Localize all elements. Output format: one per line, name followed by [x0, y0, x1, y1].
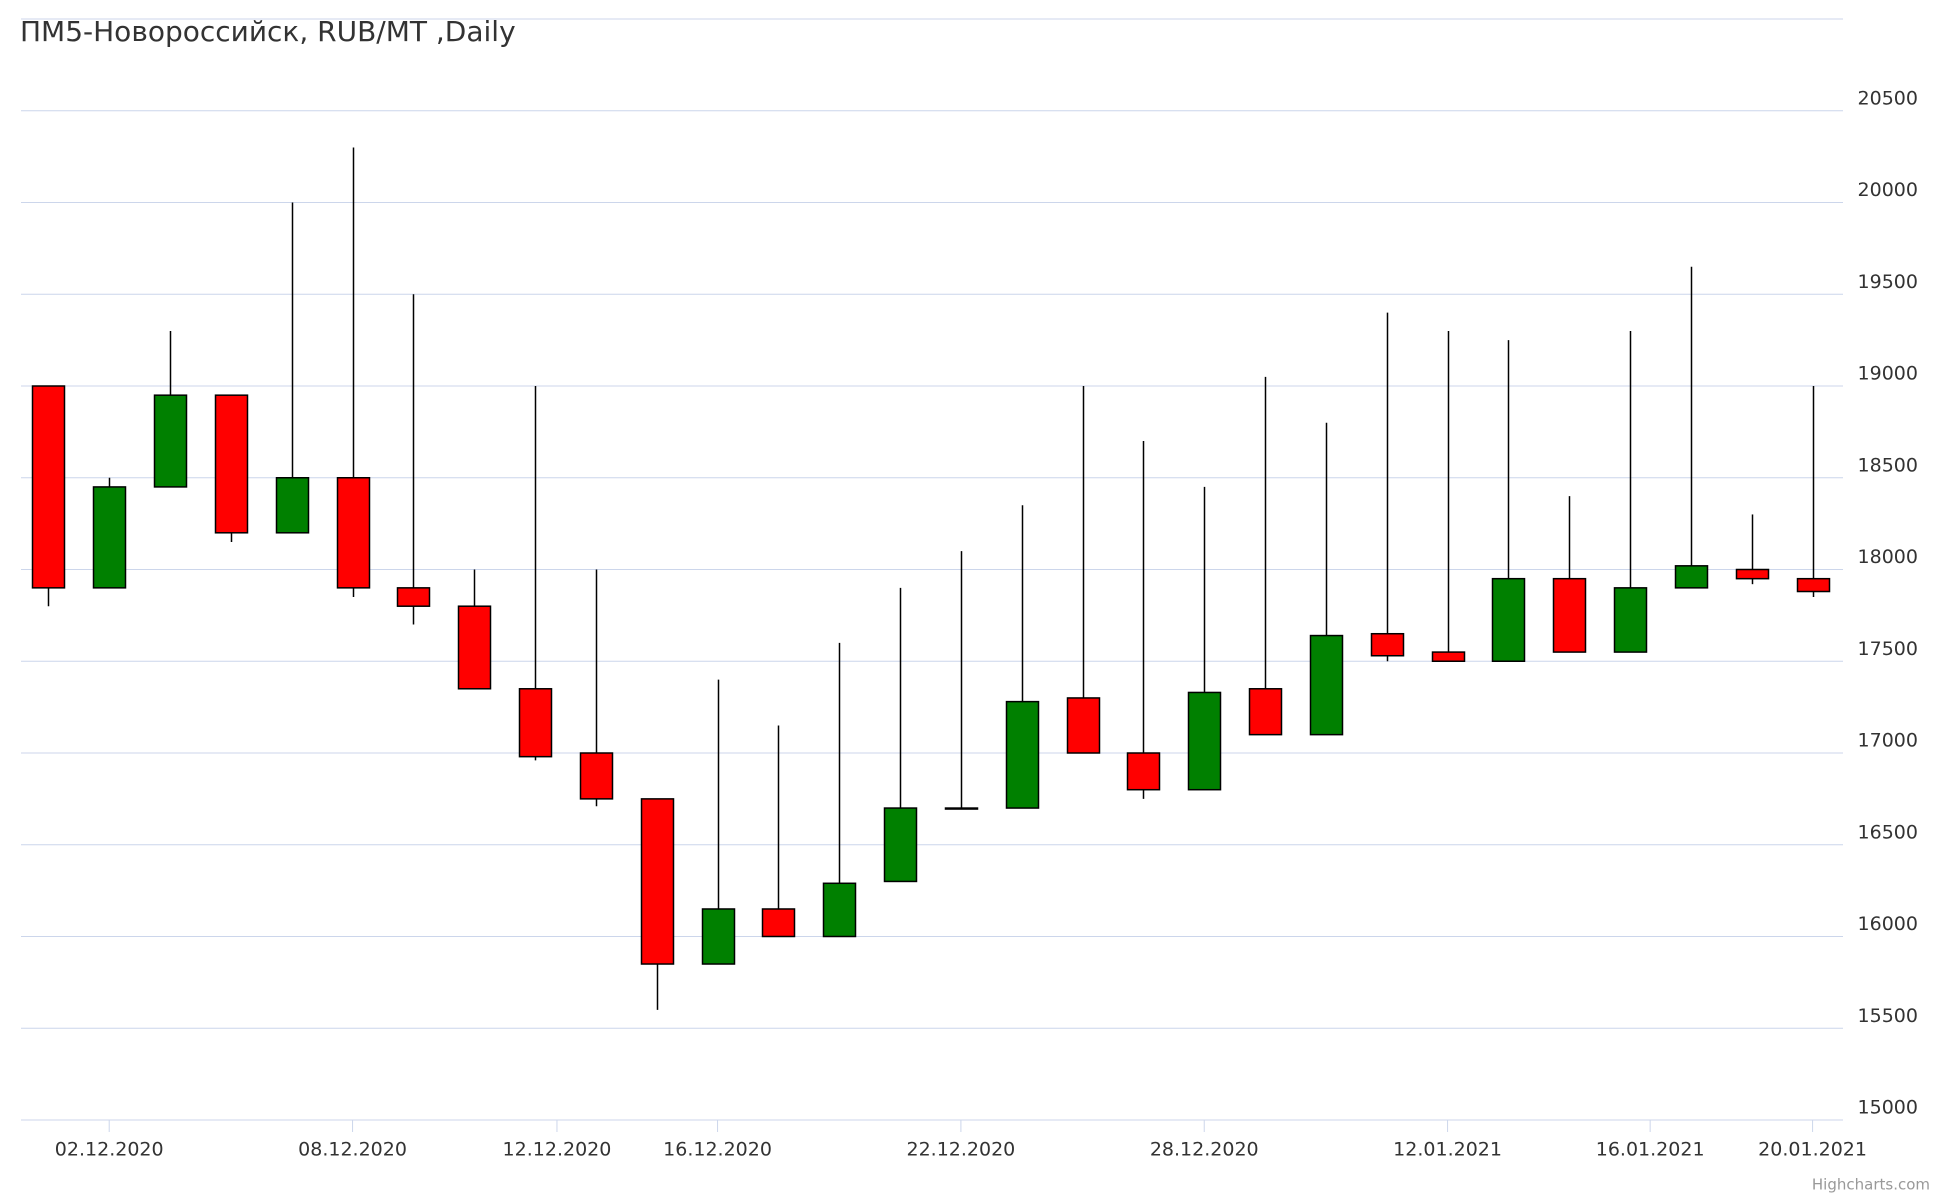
candle-body [1370, 632, 1405, 657]
chart-title: ПМ5-Новороссийск, RUB/MT ,Daily [20, 15, 516, 48]
candle-body [1309, 634, 1344, 736]
y-tick-label: 18500 [1858, 454, 1918, 476]
candle-body [518, 688, 553, 758]
candle-body [336, 477, 371, 589]
candle-body [92, 486, 127, 589]
x-tick-label: 16.12.2020 [663, 1139, 772, 1161]
x-tick-label: 02.12.2020 [55, 1139, 164, 1161]
x-tick-label: 08.12.2020 [298, 1139, 407, 1161]
candle-body [761, 908, 796, 938]
candle-body [1491, 577, 1526, 662]
y-tick-label: 17000 [1858, 730, 1918, 752]
x-tick-label: 16.01.2021 [1596, 1139, 1705, 1161]
candle-body [1126, 752, 1161, 791]
candle-body [214, 394, 249, 534]
y-tick-label: 19000 [1858, 363, 1918, 385]
candle-body [1552, 577, 1587, 653]
y-tick-label: 16500 [1858, 821, 1918, 843]
y-tick-label: 19500 [1858, 271, 1918, 293]
candle-body [1796, 577, 1831, 593]
y-tick-label: 20000 [1858, 179, 1918, 201]
x-tick-label: 22.12.2020 [906, 1139, 1015, 1161]
y-tick-label: 15000 [1858, 1097, 1918, 1119]
candle-body [701, 908, 736, 965]
candle-body [883, 807, 918, 883]
y-tick-label: 15500 [1858, 1005, 1918, 1027]
candle-body [1066, 697, 1101, 754]
candle-body [1248, 688, 1283, 736]
candle-body [1613, 587, 1648, 653]
y-tick-label: 16000 [1858, 913, 1918, 935]
candle-body [275, 477, 310, 534]
candle-body [31, 385, 66, 589]
candle-body [944, 807, 979, 810]
candle-body [579, 752, 614, 800]
candle-body [1005, 700, 1040, 809]
y-tick-label: 20500 [1858, 87, 1918, 109]
x-tick-label: 20.01.2021 [1758, 1139, 1867, 1161]
candle-body [640, 798, 675, 965]
candle-body [396, 587, 431, 607]
credits: Highcharts.com [1812, 1176, 1930, 1194]
candle-body [153, 394, 188, 488]
y-tick-label: 17500 [1858, 638, 1918, 660]
candle-body [457, 605, 492, 690]
x-tick-label: 12.01.2021 [1393, 1139, 1502, 1161]
candle-body [822, 882, 857, 938]
x-tick-label: 12.12.2020 [503, 1139, 612, 1161]
x-tick-label: 28.12.2020 [1150, 1139, 1259, 1161]
candle-body [1674, 565, 1709, 589]
candle-body [1431, 651, 1466, 663]
candle-body [1187, 691, 1222, 791]
y-tick-label: 18000 [1858, 546, 1918, 568]
candle-body [1735, 568, 1770, 580]
